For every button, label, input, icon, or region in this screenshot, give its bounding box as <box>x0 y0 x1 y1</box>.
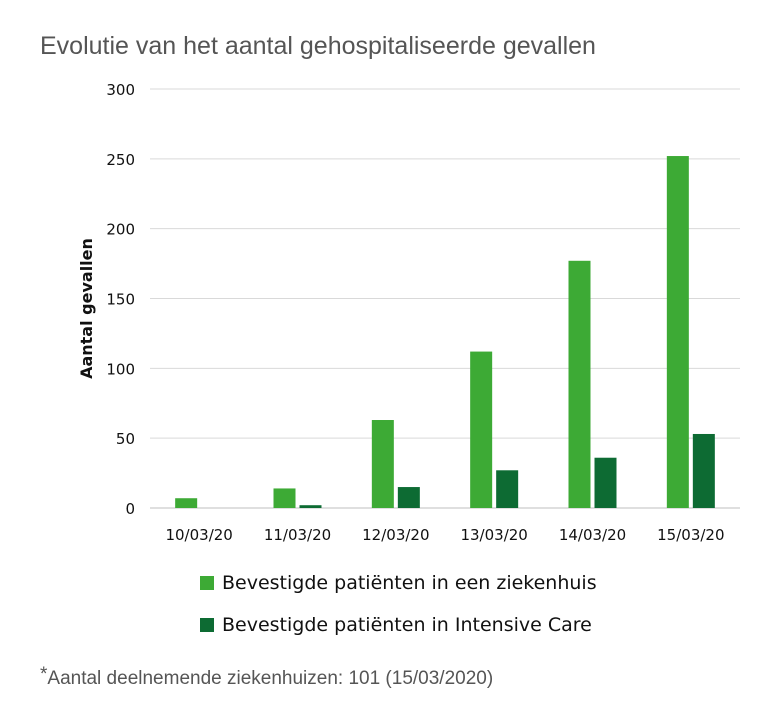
legend-item-hospital: Bevestigde patiënten in een ziekenhuis <box>200 570 597 596</box>
bar-icu <box>299 505 322 508</box>
bar-icu <box>692 433 715 508</box>
bar-hospital <box>470 351 493 508</box>
y-tick-label: 150 <box>106 291 135 309</box>
bar-hospital <box>568 260 591 508</box>
legend-swatch-icu <box>200 618 214 632</box>
x-tick-label: 10/03/20 <box>165 526 232 544</box>
bar-icu <box>397 487 420 508</box>
bar-icu <box>594 457 617 508</box>
footnote-text: Aantal deelnemende ziekenhuizen: 101 (15… <box>47 668 494 689</box>
x-tick-label: 14/03/20 <box>559 526 626 544</box>
chart-title: Evolutie van het aantal gehospitaliseerd… <box>40 32 596 60</box>
y-tick-label: 100 <box>106 360 135 378</box>
legend-label-hospital: Bevestigde patiënten in een ziekenhuis <box>222 572 597 594</box>
y-tick-label: 200 <box>106 221 135 239</box>
bar-icu <box>496 470 519 508</box>
footnote: *Aantal deelnemende ziekenhuizen: 101 (1… <box>40 664 494 690</box>
x-tick-label: 12/03/20 <box>362 526 429 544</box>
legend: Bevestigde patiënten in een ziekenhuis B… <box>200 570 597 654</box>
y-tick-label: 250 <box>106 151 135 169</box>
y-axis-label: Aantal gevallen <box>77 238 96 379</box>
bar-hospital <box>175 498 198 508</box>
legend-item-icu: Bevestigde patiënten in Intensive Care <box>200 612 597 638</box>
y-tick-labels: 0 50 100 150 200 250 300 <box>106 81 135 518</box>
bars <box>175 156 715 509</box>
legend-label-icu: Bevestigde patiënten in Intensive Care <box>222 614 592 636</box>
footnote-marker: * <box>40 664 48 685</box>
gridlines <box>150 88 740 509</box>
y-tick-label: 50 <box>116 430 135 448</box>
x-tick-label: 15/03/20 <box>657 526 724 544</box>
y-tick-label: 300 <box>106 81 135 99</box>
x-tick-label: 13/03/20 <box>460 526 527 544</box>
x-tick-label: 11/03/20 <box>264 526 331 544</box>
legend-swatch-hospital <box>200 576 214 590</box>
bar-hospital <box>371 420 394 508</box>
x-tick-labels: 10/03/20 11/03/20 12/03/20 13/03/20 14/03/20… <box>165 526 724 544</box>
y-tick-label: 0 <box>125 500 135 518</box>
bar-hospital <box>666 156 689 509</box>
bar-hospital <box>273 488 296 508</box>
